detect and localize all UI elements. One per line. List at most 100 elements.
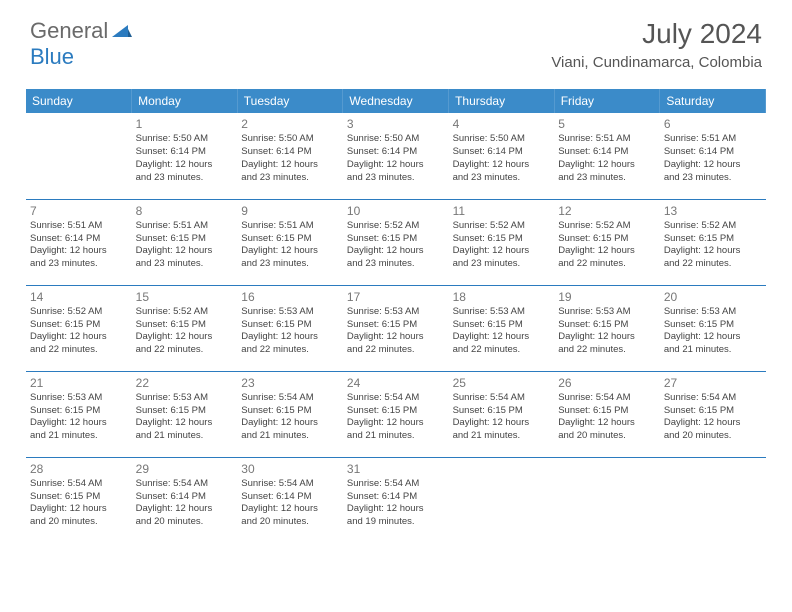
calendar-day-cell [660,457,766,543]
calendar-day-cell: 8Sunrise: 5:51 AMSunset: 6:15 PMDaylight… [132,199,238,285]
calendar-week-row: 28Sunrise: 5:54 AMSunset: 6:15 PMDayligh… [26,457,766,543]
sunrise-text: Sunrise: 5:53 AM [347,306,445,319]
sunrise-text: Sunrise: 5:50 AM [241,133,339,146]
daylight-text: and 22 minutes. [558,344,656,357]
day-number: 1 [136,116,234,132]
daylight-text: Daylight: 12 hours [558,331,656,344]
calendar-day-cell: 20Sunrise: 5:53 AMSunset: 6:15 PMDayligh… [660,285,766,371]
calendar-day-cell: 17Sunrise: 5:53 AMSunset: 6:15 PMDayligh… [343,285,449,371]
calendar-day-cell: 6Sunrise: 5:51 AMSunset: 6:14 PMDaylight… [660,113,766,199]
daylight-text: Daylight: 12 hours [664,331,762,344]
calendar-day-cell: 13Sunrise: 5:52 AMSunset: 6:15 PMDayligh… [660,199,766,285]
day-number: 13 [664,203,762,219]
daylight-text: and 22 minutes. [453,344,551,357]
sunset-text: Sunset: 6:14 PM [136,146,234,159]
daylight-text: and 20 minutes. [30,516,128,529]
sunset-text: Sunset: 6:14 PM [347,491,445,504]
day-number: 11 [453,203,551,219]
calendar-day-cell: 9Sunrise: 5:51 AMSunset: 6:15 PMDaylight… [237,199,343,285]
sunset-text: Sunset: 6:15 PM [241,233,339,246]
daylight-text: Daylight: 12 hours [664,245,762,258]
sunset-text: Sunset: 6:14 PM [30,233,128,246]
day-number: 30 [241,461,339,477]
calendar-day-cell: 2Sunrise: 5:50 AMSunset: 6:14 PMDaylight… [237,113,343,199]
weekday-header-row: Sunday Monday Tuesday Wednesday Thursday… [26,89,766,113]
calendar-day-cell: 12Sunrise: 5:52 AMSunset: 6:15 PMDayligh… [554,199,660,285]
sunset-text: Sunset: 6:15 PM [558,319,656,332]
daylight-text: and 23 minutes. [453,172,551,185]
weekday-header: Sunday [26,89,132,113]
day-number: 7 [30,203,128,219]
day-number: 15 [136,289,234,305]
calendar-day-cell: 7Sunrise: 5:51 AMSunset: 6:14 PMDaylight… [26,199,132,285]
sunrise-text: Sunrise: 5:54 AM [558,392,656,405]
calendar-day-cell: 15Sunrise: 5:52 AMSunset: 6:15 PMDayligh… [132,285,238,371]
day-number: 25 [453,375,551,391]
sunset-text: Sunset: 6:15 PM [30,405,128,418]
sunset-text: Sunset: 6:15 PM [558,405,656,418]
calendar-week-row: 21Sunrise: 5:53 AMSunset: 6:15 PMDayligh… [26,371,766,457]
sunset-text: Sunset: 6:14 PM [136,491,234,504]
sunset-text: Sunset: 6:14 PM [241,146,339,159]
calendar-day-cell: 5Sunrise: 5:51 AMSunset: 6:14 PMDaylight… [554,113,660,199]
daylight-text: and 23 minutes. [241,172,339,185]
calendar-day-cell: 11Sunrise: 5:52 AMSunset: 6:15 PMDayligh… [449,199,555,285]
sunrise-text: Sunrise: 5:54 AM [664,392,762,405]
daylight-text: Daylight: 12 hours [136,417,234,430]
day-number: 17 [347,289,445,305]
sunrise-text: Sunrise: 5:54 AM [241,392,339,405]
day-number: 4 [453,116,551,132]
day-number: 2 [241,116,339,132]
daylight-text: and 22 minutes. [30,344,128,357]
sunset-text: Sunset: 6:15 PM [453,405,551,418]
daylight-text: Daylight: 12 hours [30,331,128,344]
sunrise-text: Sunrise: 5:54 AM [347,478,445,491]
weekday-header: Friday [554,89,660,113]
logo-word-2: Blue [30,44,74,69]
sunset-text: Sunset: 6:15 PM [558,233,656,246]
calendar-week-row: 7Sunrise: 5:51 AMSunset: 6:14 PMDaylight… [26,199,766,285]
calendar-week-row: 14Sunrise: 5:52 AMSunset: 6:15 PMDayligh… [26,285,766,371]
weekday-header: Wednesday [343,89,449,113]
daylight-text: and 22 minutes. [664,258,762,271]
sunset-text: Sunset: 6:15 PM [347,405,445,418]
day-number: 21 [30,375,128,391]
sunrise-text: Sunrise: 5:51 AM [241,220,339,233]
sunrise-text: Sunrise: 5:52 AM [558,220,656,233]
sunrise-text: Sunrise: 5:52 AM [664,220,762,233]
sunset-text: Sunset: 6:15 PM [136,405,234,418]
daylight-text: and 21 minutes. [453,430,551,443]
day-number: 28 [30,461,128,477]
daylight-text: Daylight: 12 hours [241,503,339,516]
daylight-text: and 22 minutes. [558,258,656,271]
sunrise-text: Sunrise: 5:54 AM [347,392,445,405]
sunset-text: Sunset: 6:15 PM [30,319,128,332]
daylight-text: and 23 minutes. [241,258,339,271]
day-number: 16 [241,289,339,305]
day-number: 8 [136,203,234,219]
sunset-text: Sunset: 6:14 PM [241,491,339,504]
daylight-text: Daylight: 12 hours [453,331,551,344]
daylight-text: and 22 minutes. [241,344,339,357]
daylight-text: and 23 minutes. [30,258,128,271]
day-number: 18 [453,289,551,305]
calendar-day-cell: 31Sunrise: 5:54 AMSunset: 6:14 PMDayligh… [343,457,449,543]
calendar-day-cell: 25Sunrise: 5:54 AMSunset: 6:15 PMDayligh… [449,371,555,457]
calendar-day-cell [449,457,555,543]
daylight-text: and 20 minutes. [241,516,339,529]
daylight-text: and 21 minutes. [664,344,762,357]
weekday-header: Saturday [660,89,766,113]
sunrise-text: Sunrise: 5:53 AM [558,306,656,319]
header: General July 2024 Viani, Cundinamarca, C… [0,0,792,79]
sunset-text: Sunset: 6:14 PM [664,146,762,159]
sunrise-text: Sunrise: 5:51 AM [30,220,128,233]
daylight-text: and 20 minutes. [558,430,656,443]
day-number: 5 [558,116,656,132]
day-number: 9 [241,203,339,219]
daylight-text: Daylight: 12 hours [136,503,234,516]
daylight-text: Daylight: 12 hours [453,159,551,172]
day-number: 31 [347,461,445,477]
sunset-text: Sunset: 6:15 PM [664,319,762,332]
calendar-day-cell: 18Sunrise: 5:53 AMSunset: 6:15 PMDayligh… [449,285,555,371]
sunset-text: Sunset: 6:15 PM [136,233,234,246]
